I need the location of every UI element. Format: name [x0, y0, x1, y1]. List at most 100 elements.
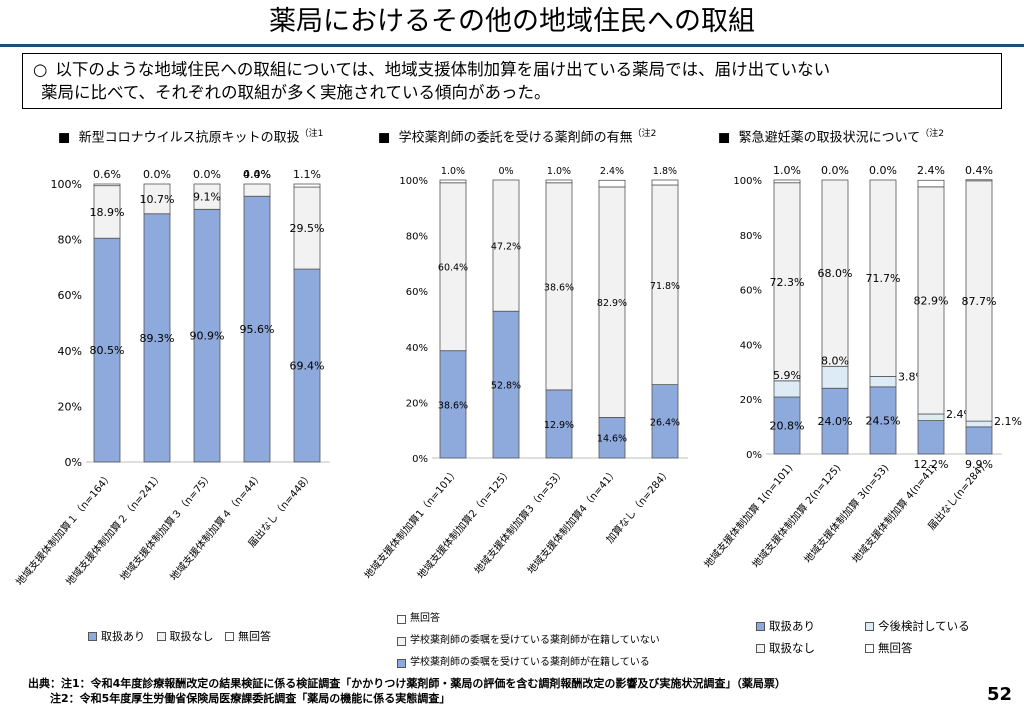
- data-label: 0.6%: [93, 168, 121, 181]
- data-label: 12.2%: [914, 458, 949, 471]
- chart-school-pharmacist: 0% 20% 40% 60% 80% 100% 38.6% 60.4% 1.0% 地域支援体制加算…: [361, 166, 688, 582]
- legend-2-label-1: 学校薬剤師の委嘱を受けている薬剤師が在籍していない: [410, 635, 660, 646]
- bar-segment: [773, 380, 801, 398]
- y-tick-label: 60%: [740, 286, 762, 297]
- bar-segment: [545, 389, 573, 459]
- data-label: 24.0%: [818, 415, 853, 428]
- bar-segment: [651, 384, 679, 459]
- bar-segment: [492, 310, 520, 459]
- bar-segment: [545, 179, 573, 184]
- category-label: 地域支援体制加算 1(n=101): [701, 462, 795, 571]
- legend-2-label-0: 無回答: [410, 613, 440, 624]
- intro-line-2: 薬局に比べて、それぞれの取組が多く実施されている傾向があった。: [41, 83, 551, 102]
- category-label: 地域支援体制加算３（n=75）: [117, 470, 215, 584]
- legend-3-label-2: 取扱なし: [769, 641, 815, 655]
- page-title: 薬局におけるその他の地域住民への取組: [0, 0, 1024, 44]
- y-tick-label: 40%: [740, 340, 762, 351]
- data-label: 0.0%: [869, 164, 897, 177]
- y-tick-label: 0%: [746, 450, 762, 461]
- category-label: 地域支援体制加算 4(n=41): [849, 462, 939, 566]
- bar-segment: [598, 179, 626, 188]
- bar-segment: [651, 184, 679, 386]
- panel-1-title: ■ 新型コロナウイルス抗原キットの取扱（注1: [58, 126, 323, 145]
- bar-segment: [773, 182, 801, 382]
- data-label: 82.9%: [914, 294, 949, 307]
- data-label: 47.2%: [491, 242, 521, 253]
- legend-1-swatch-1: [156, 631, 166, 641]
- panel-2-title-text: 学校薬剤師の委託を受ける薬剤師の有無: [398, 130, 633, 146]
- category-label: 地域支援体制加算1（n=101）: [361, 466, 461, 582]
- y-tick-label: 20%: [406, 398, 428, 409]
- data-label: 26.4%: [650, 417, 680, 428]
- bar-segment: [965, 420, 993, 428]
- chart-covid-antigen-kit: 0% 20% 40% 60% 80% 100% 80.5% 18.9% 0.6% 地域支援体制加算…: [13, 168, 330, 589]
- data-label: 5.9%: [773, 369, 801, 382]
- bar-segment: [439, 350, 467, 459]
- panel-2-note: （注2: [632, 129, 657, 139]
- category-label: 地域支援体制加算 3(n=53): [801, 462, 891, 566]
- y-tick-label: 100%: [51, 178, 82, 191]
- bar-segment: [492, 179, 520, 312]
- bar-segment: [917, 420, 945, 455]
- legend-1-swatch-0: [88, 631, 97, 641]
- legend-2-swatch-0: [397, 614, 406, 624]
- data-label: 29.5%: [290, 222, 325, 235]
- data-label: 68.0%: [818, 267, 853, 280]
- bar-segment: [243, 195, 271, 463]
- data-label: 1.8%: [653, 166, 677, 177]
- data-label: 2.4%: [600, 166, 624, 177]
- chart-emergency-contraceptive: 0% 20% 40% 60% 80% 100% 20.8% 5.9% 72.3% 1.0% 地域支援…: [701, 164, 1022, 571]
- data-label: 14.6%: [597, 434, 627, 445]
- legend-3-swatch-3: [865, 643, 874, 653]
- data-label: 71.7%: [866, 272, 901, 285]
- data-label: 87.7%: [962, 295, 997, 308]
- y-tick-label: 60%: [58, 289, 82, 302]
- bar-segment: [293, 268, 321, 463]
- data-label: 12.9%: [544, 420, 574, 431]
- y-tick-label: 80%: [58, 234, 82, 247]
- category-label: 地域支援体制加算 2(n=125): [749, 462, 843, 571]
- data-label: 20.8%: [770, 420, 805, 433]
- category-label: 地域支援体制加算3（n=53）: [471, 466, 567, 577]
- data-label: 0.0%: [193, 168, 221, 181]
- y-tick-label: 20%: [58, 400, 82, 413]
- category-label: 地域支援体制加算４（n=44）: [167, 470, 265, 584]
- data-label: 4.4%: [243, 168, 271, 181]
- data-label: 10.7%: [140, 193, 175, 206]
- data-label: 69.4%: [290, 360, 325, 373]
- data-label: 0.0%: [821, 164, 849, 177]
- bar-segment: [965, 180, 993, 422]
- panel-1-marker: ■: [58, 130, 71, 146]
- data-label: 60.4%: [438, 263, 468, 274]
- data-label: 90.9%: [190, 330, 225, 343]
- y-tick-label: 20%: [740, 395, 762, 406]
- legend-3: 取扱あり 今後検討している 取扱なし 無回答: [756, 615, 970, 659]
- bar-segment: [93, 237, 121, 463]
- panel-3-marker: ■: [718, 130, 731, 146]
- legend-1-label-0: 取扱あり: [101, 630, 145, 643]
- y-tick-label: 100%: [733, 176, 762, 187]
- data-label: 1.1%: [293, 168, 321, 181]
- legend-3-swatch-2: [756, 643, 765, 653]
- bar-segment: [869, 376, 897, 388]
- bar-segment: [773, 179, 801, 184]
- intro-bullet: ○: [33, 60, 48, 79]
- source-note: 出典：注1：令和4年度診療報酬改定の結果検証に係る検証調査「かかりつけ薬剤師・薬…: [28, 676, 786, 706]
- bar-segment: [965, 179, 993, 182]
- category-label: 地域支援体制加算１（n=164）: [13, 470, 115, 589]
- intro-box: ○ 以下のような地域住民への取組については、地域支援体制加算を届け出ている薬局では…: [22, 53, 1002, 109]
- bar-segment: [293, 183, 321, 188]
- panel-1-note: （注1: [299, 129, 324, 139]
- bar-segment: [439, 179, 467, 184]
- data-label: 95.6%: [240, 323, 275, 336]
- bar-segment: [869, 179, 897, 377]
- data-label: 80.5%: [90, 344, 125, 357]
- legend-2: 無回答 学校薬剤師の委嘱を受けている薬剤師が在籍していない 学校薬剤師の委嘱を受…: [397, 608, 660, 674]
- bar-segment: [917, 186, 945, 415]
- panel-2-marker: ■: [378, 130, 391, 146]
- bar-segment: [821, 387, 849, 455]
- data-label: 38.6%: [544, 282, 574, 293]
- source-line-1: 出典：注1：令和4年度診療報酬改定の結果検証に係る検証調査「かかりつけ薬剤師・薬…: [28, 677, 786, 690]
- bar-segment: [821, 365, 849, 389]
- legend-3-swatch-1: [865, 621, 874, 631]
